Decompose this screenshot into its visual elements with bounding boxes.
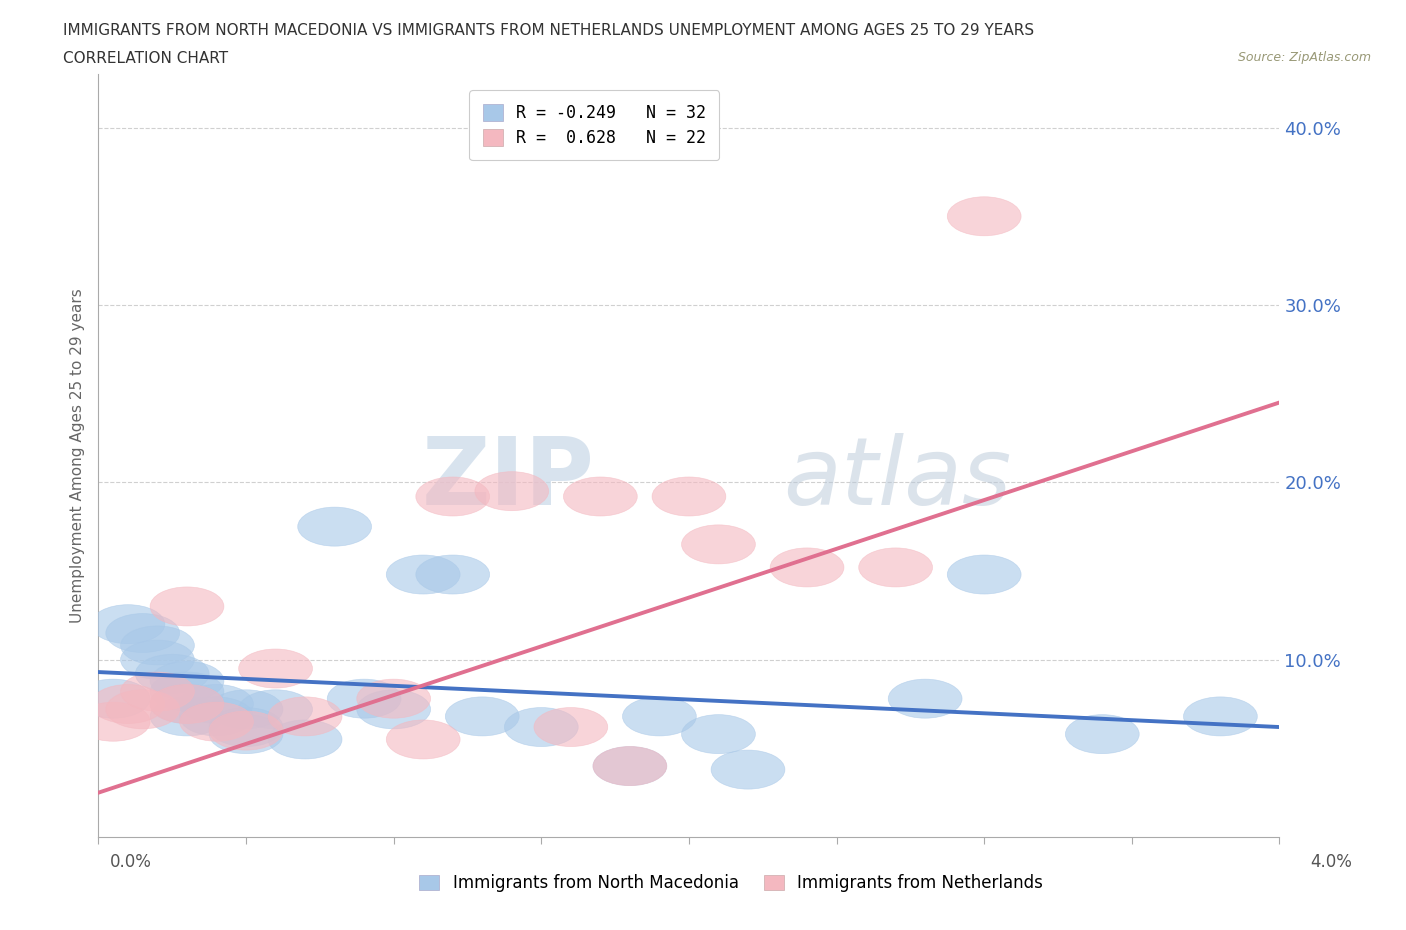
Ellipse shape [948,197,1021,236]
Ellipse shape [121,626,194,665]
Ellipse shape [105,690,180,729]
Ellipse shape [416,477,489,516]
Ellipse shape [150,587,224,626]
Ellipse shape [209,690,283,729]
Ellipse shape [269,697,342,736]
Ellipse shape [105,614,180,653]
Ellipse shape [209,708,283,747]
Ellipse shape [1066,714,1139,753]
Ellipse shape [682,714,755,753]
Text: atlas: atlas [783,433,1012,525]
Ellipse shape [357,679,430,718]
Ellipse shape [387,555,460,594]
Legend: R = -0.249   N = 32, R =  0.628   N = 22: R = -0.249 N = 32, R = 0.628 N = 22 [470,90,720,160]
Ellipse shape [76,702,150,741]
Ellipse shape [150,661,224,700]
Text: 4.0%: 4.0% [1310,853,1353,870]
Ellipse shape [180,702,253,741]
Ellipse shape [416,555,489,594]
Ellipse shape [91,684,165,724]
Ellipse shape [564,477,637,516]
Ellipse shape [475,472,548,511]
Ellipse shape [446,697,519,736]
Ellipse shape [76,679,150,718]
Text: Source: ZipAtlas.com: Source: ZipAtlas.com [1237,51,1371,64]
Y-axis label: Unemployment Among Ages 25 to 29 years: Unemployment Among Ages 25 to 29 years [69,288,84,623]
Ellipse shape [121,640,194,679]
Ellipse shape [239,649,312,688]
Ellipse shape [180,684,253,724]
Ellipse shape [135,655,209,694]
Ellipse shape [239,690,312,729]
Ellipse shape [1184,697,1257,736]
Ellipse shape [209,714,283,753]
Ellipse shape [150,672,224,711]
Text: 0.0%: 0.0% [110,853,152,870]
Ellipse shape [652,477,725,516]
Ellipse shape [505,708,578,747]
Ellipse shape [298,507,371,546]
Ellipse shape [150,684,224,724]
Ellipse shape [711,751,785,790]
Ellipse shape [682,525,755,564]
Ellipse shape [534,708,607,747]
Text: CORRELATION CHART: CORRELATION CHART [63,51,228,66]
Ellipse shape [91,604,165,644]
Ellipse shape [328,679,401,718]
Ellipse shape [121,672,194,711]
Ellipse shape [859,548,932,587]
Ellipse shape [150,684,224,724]
Ellipse shape [770,548,844,587]
Ellipse shape [269,720,342,759]
Ellipse shape [948,555,1021,594]
Ellipse shape [180,697,253,736]
Ellipse shape [623,697,696,736]
Legend: Immigrants from North Macedonia, Immigrants from Netherlands: Immigrants from North Macedonia, Immigra… [413,867,1049,898]
Ellipse shape [889,679,962,718]
Ellipse shape [387,720,460,759]
Text: ZIP: ZIP [422,432,595,525]
Ellipse shape [593,747,666,786]
Ellipse shape [150,697,224,736]
Ellipse shape [593,747,666,786]
Ellipse shape [209,711,283,751]
Ellipse shape [357,690,430,729]
Text: IMMIGRANTS FROM NORTH MACEDONIA VS IMMIGRANTS FROM NETHERLANDS UNEMPLOYMENT AMON: IMMIGRANTS FROM NORTH MACEDONIA VS IMMIG… [63,23,1035,38]
